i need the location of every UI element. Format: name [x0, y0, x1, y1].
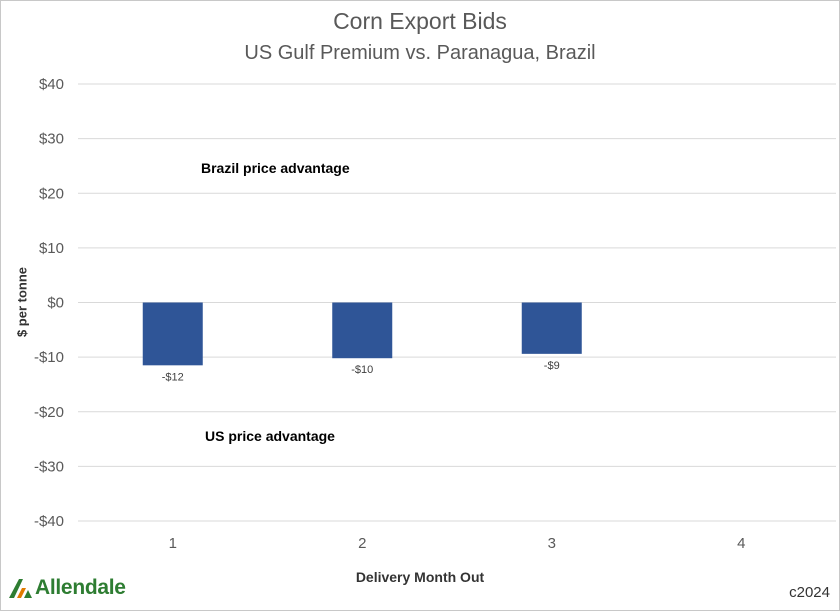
data-label: -$9 [544, 360, 560, 372]
x-tick-label: 3 [548, 535, 556, 552]
y-tick-label: $20 [39, 185, 64, 202]
y-tick-label: $10 [39, 240, 64, 257]
data-label: -$12 [162, 371, 184, 383]
annotation-brazil-advantage: Brazil price advantage [201, 160, 350, 176]
bar [521, 302, 582, 354]
y-tick-label: $40 [39, 76, 64, 93]
copyright: c2024 [789, 584, 830, 601]
chart-subtitle: US Gulf Premium vs. Paranagua, Brazil [244, 42, 596, 64]
x-axis-label: Delivery Month Out [355, 569, 485, 585]
logo-text: Allendale [35, 576, 126, 599]
bars [142, 302, 582, 366]
data-labels: -$12 -$10 -$9 [162, 360, 560, 383]
y-tick-label: -$10 [34, 349, 64, 366]
gridlines [78, 83, 836, 522]
y-axis-ticks: $40 $30 $20 $10 $0 -$10 -$20 -$30 -$40 [34, 76, 64, 530]
x-tick-label: 4 [737, 535, 745, 552]
y-tick-label: -$40 [34, 513, 64, 530]
logo-mark-icon [9, 579, 32, 598]
y-tick-label: $0 [47, 295, 64, 312]
y-axis-label: $ per tonne [14, 266, 30, 338]
y-tick-label: -$20 [34, 404, 64, 421]
x-tick-label: 2 [358, 535, 366, 552]
annotation-us-advantage: US price advantage [205, 428, 335, 444]
x-axis-ticks: 1 2 3 4 [169, 535, 746, 552]
allendale-logo: Allendale [8, 576, 126, 600]
data-label: -$10 [351, 364, 373, 376]
y-tick-label: -$30 [34, 458, 64, 475]
bar [332, 302, 393, 359]
x-tick-label: 1 [169, 535, 177, 552]
bar [142, 302, 203, 366]
chart-title: Corn Export Bids [333, 8, 507, 34]
y-tick-label: $30 [39, 131, 64, 148]
